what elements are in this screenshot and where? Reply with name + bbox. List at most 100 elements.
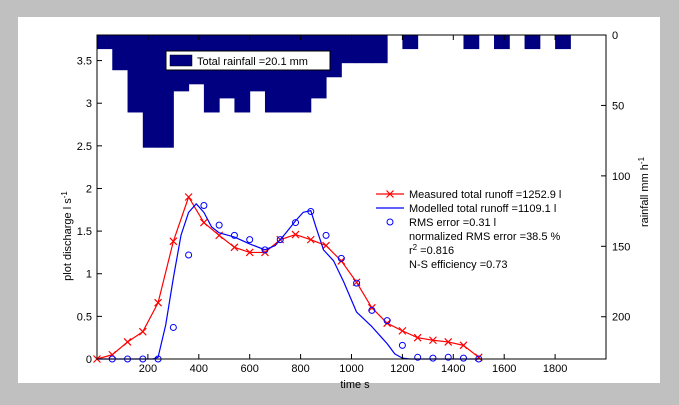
rms-point-marker <box>383 317 391 325</box>
legend-r-squared-exp: 2 <box>413 243 418 252</box>
legend-measured-marker <box>386 190 394 198</box>
measured-marker <box>169 237 178 246</box>
legend: Measured total runoff =1252.9 l Modelled … <box>376 189 561 271</box>
y2-tick-label: 50 <box>612 100 624 112</box>
y-tick-label: 1.5 <box>77 226 92 238</box>
measured-marker <box>413 333 422 342</box>
rainfall-bar <box>494 35 510 50</box>
measured-marker <box>291 230 300 239</box>
rainfall-bar <box>341 35 358 64</box>
rainfall-bar <box>356 35 373 64</box>
x-tick-label: 400 <box>190 363 208 375</box>
rms-point-marker <box>261 246 269 254</box>
rms-point-marker <box>276 236 284 244</box>
rainfall-bar <box>142 35 159 148</box>
chart-canvas-background <box>18 17 660 383</box>
measured-marker <box>444 338 453 346</box>
x-tick-label: 200 <box>139 363 157 375</box>
y-tick-label: 3.5 <box>77 56 92 68</box>
legend-entry-2: RMS error =0.31 l <box>409 217 496 229</box>
rms-point-marker <box>444 353 452 361</box>
rainfall-bar <box>371 35 388 64</box>
y-tick-label: 2 <box>86 183 92 195</box>
x-tick-label: 1200 <box>390 363 414 375</box>
legend-r-squared: r2 =0.816 <box>409 243 454 257</box>
rainfall-bars <box>97 35 571 148</box>
rms-point-marker <box>368 306 376 314</box>
rms-point-marker <box>230 231 238 239</box>
rainfall-bar <box>112 35 129 71</box>
y-axis-label: plot discharge l s-1 <box>60 191 74 281</box>
legend-rms-marker <box>386 218 394 226</box>
y2-tick-label: 100 <box>612 171 630 183</box>
measured-marker <box>459 341 468 350</box>
measured-marker <box>474 353 483 362</box>
y2-tick-label: 0 <box>612 30 618 42</box>
measured-marker <box>138 327 147 336</box>
rms-point-marker <box>337 254 345 262</box>
x-tick-label: 800 <box>291 363 309 375</box>
measured-marker <box>230 243 239 252</box>
rainfall-bar <box>127 35 144 113</box>
rms-point-marker <box>414 353 422 361</box>
rainfall-bar <box>524 35 541 50</box>
legend-normalized-rms: normalized RMS error =38.5 % <box>409 231 561 243</box>
y2-axis-label-superscript: -1 <box>637 156 646 164</box>
legend-entry-1: Modelled total runoff =1109.1 l <box>409 203 556 215</box>
x-axis-label: time s <box>340 379 370 391</box>
rainfall-bar <box>264 35 281 113</box>
measured-marker <box>184 193 193 201</box>
y-axis-label-main: plot discharge l s <box>62 198 74 281</box>
measured-marker <box>322 241 330 250</box>
rainfall-legend-swatch <box>169 54 193 67</box>
measured-marker <box>429 336 437 345</box>
legend-r-squared-r: r <box>409 245 413 257</box>
rainfall-bar <box>280 35 297 113</box>
x-tick-label: 1400 <box>441 363 465 375</box>
legend-ns-efficiency: N-S efficiency =0.73 <box>409 259 508 271</box>
rms-point-marker <box>200 202 208 210</box>
rms-point-marker <box>307 207 315 215</box>
measured-marker <box>123 338 132 346</box>
y2-axis-label: rainfall mm h-1 <box>637 156 651 227</box>
rainfall-bar <box>295 35 312 113</box>
measured-marker <box>154 298 163 307</box>
measured-marker <box>199 218 208 227</box>
rms-point-marker <box>353 279 361 287</box>
rms-point-marker <box>292 219 300 227</box>
measured-marker <box>306 235 315 244</box>
rms-point-marker <box>459 354 467 362</box>
rms-point-marker <box>429 354 437 362</box>
y-tick-label: 1 <box>86 269 92 281</box>
rms-point-marker <box>246 236 254 244</box>
rainfall-bar <box>234 35 251 113</box>
y2-tick-label: 200 <box>612 312 630 324</box>
x-tick-label: 1800 <box>543 363 567 375</box>
rainfall-bar <box>555 35 571 50</box>
y-tick-label: 2.5 <box>77 141 92 153</box>
y-axis-label-superscript: -1 <box>60 191 69 199</box>
x-tick-label: 600 <box>241 363 259 375</box>
rms-point-marker <box>398 341 406 349</box>
y2-axis-label-main: rainfall mm h <box>639 164 651 227</box>
measured-marker <box>245 248 254 257</box>
rainfall-legend-label: Total rainfall =20.1 mm <box>197 56 308 68</box>
legend-r-squared-value: =0.816 <box>417 245 454 257</box>
y-tick-label: 3 <box>86 98 92 110</box>
rms-point-marker <box>185 251 193 259</box>
rainfall-legend-frame <box>165 50 331 71</box>
rainfall-bar <box>203 35 220 113</box>
x-tick-label: 1600 <box>492 363 516 375</box>
x-tick-label: 1000 <box>339 363 363 375</box>
rms-point-marker <box>322 231 330 239</box>
y2-tick-label: 150 <box>612 241 630 253</box>
rainfall-bar <box>402 35 419 50</box>
rainfall-bar <box>97 35 113 50</box>
series-line-0 <box>96 196 480 360</box>
measured-marker <box>398 326 407 335</box>
y-tick-label: 0.5 <box>77 311 92 323</box>
y-tick-label: 0 <box>86 354 92 366</box>
rainfall-bar <box>463 35 480 50</box>
